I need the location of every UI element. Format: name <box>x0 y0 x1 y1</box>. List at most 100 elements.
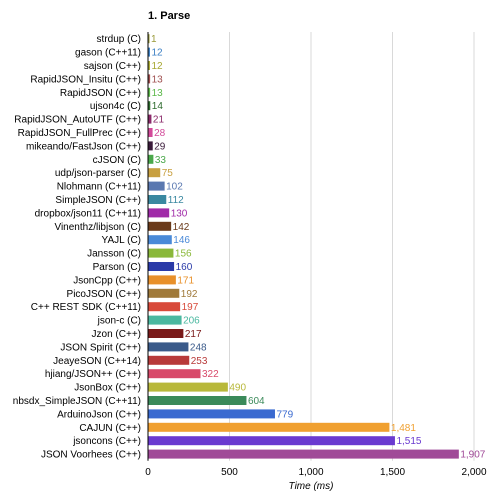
data-label: 160 <box>176 262 193 273</box>
category-label: RapidJSON_AutoUTF (C++) <box>14 115 141 126</box>
bar <box>148 141 153 151</box>
category-label: json-c (C) <box>97 316 141 327</box>
category-label: Nlohmann (C++11) <box>57 182 141 193</box>
bar <box>148 262 175 271</box>
bar <box>148 275 176 285</box>
category-label: Vinenthz/libjson (C) <box>54 222 141 233</box>
x-tick-label: 0 <box>145 467 151 478</box>
x-tick-label: 1,500 <box>380 467 405 478</box>
category-label: gason (C++11) <box>75 48 141 59</box>
bar <box>148 74 151 84</box>
bar <box>148 47 150 57</box>
bar <box>148 101 151 111</box>
bar <box>148 34 150 44</box>
bar <box>148 168 161 178</box>
category-label: PicoJSON (C++) <box>67 289 141 300</box>
bar <box>148 181 165 191</box>
bar <box>148 208 170 218</box>
data-label: 130 <box>171 208 188 219</box>
bar <box>148 369 201 379</box>
bar <box>148 329 184 338</box>
data-label: 217 <box>185 329 202 340</box>
category-label: jsoncons (C++) <box>72 436 141 447</box>
category-label: udp/json-parser (C) <box>55 168 141 179</box>
bar <box>148 409 275 419</box>
bar <box>148 221 172 231</box>
data-label: 197 <box>182 302 199 313</box>
bar <box>148 342 189 352</box>
category-label: strdup (C) <box>97 34 141 45</box>
bar <box>148 396 247 405</box>
category-label: Jansson (C) <box>87 249 141 260</box>
bar <box>148 315 182 325</box>
bar <box>148 302 181 312</box>
bar <box>148 128 153 137</box>
data-label: 490 <box>229 383 246 394</box>
bar <box>148 382 228 392</box>
category-label: cJSON (C) <box>93 155 141 166</box>
data-label: 33 <box>155 155 167 166</box>
data-label: 206 <box>183 316 200 327</box>
data-label: 1,907 <box>460 450 485 461</box>
category-label: CAJUN (C++) <box>79 423 141 434</box>
x-tick-label: 500 <box>221 467 238 478</box>
data-label: 12 <box>151 61 163 72</box>
category-label: RapidJSON_FullPrec (C++) <box>18 128 141 139</box>
bar <box>148 355 190 365</box>
bar <box>148 114 152 124</box>
data-label: 14 <box>152 101 164 112</box>
bar <box>148 235 172 245</box>
data-label: 28 <box>154 128 166 139</box>
category-label: nbsdx_SimpleJSON (C++11) <box>13 396 141 407</box>
category-label: Parson (C) <box>93 262 141 273</box>
category-label: JSON Voorhees (C++) <box>41 450 141 461</box>
category-label: JsonBox (C++) <box>74 383 141 394</box>
data-label: 13 <box>152 88 164 99</box>
category-label: sajson (C++) <box>84 61 141 72</box>
data-label: 1,515 <box>396 436 421 447</box>
x-tick-label: 2,000 <box>461 467 486 478</box>
bar <box>148 449 459 459</box>
category-label: hjiang/JSON++ (C++) <box>45 369 141 380</box>
data-label: 253 <box>191 356 208 367</box>
data-label: 13 <box>152 74 164 85</box>
category-label: C++ REST SDK (C++11) <box>31 302 141 313</box>
data-label: 142 <box>173 222 190 233</box>
x-axis-title: Time (ms) <box>289 481 334 492</box>
category-label: dropbox/json11 (C++11) <box>35 208 141 219</box>
data-label: 248 <box>190 342 207 353</box>
bar <box>148 422 390 432</box>
bar <box>148 248 174 258</box>
data-label: 604 <box>248 396 265 407</box>
data-label: 112 <box>168 195 184 206</box>
data-label: 12 <box>151 48 163 59</box>
data-label: 21 <box>153 115 165 126</box>
bar <box>148 288 180 298</box>
bar <box>148 195 167 204</box>
data-label: 29 <box>154 141 166 152</box>
data-label: 171 <box>177 275 194 286</box>
category-label: ArduinoJson (C++) <box>57 409 141 420</box>
bar <box>148 436 395 446</box>
category-label: JeayeSON (C++14) <box>53 356 141 367</box>
category-label: ujson4c (C) <box>90 101 141 112</box>
data-label: 1,481 <box>391 423 416 434</box>
data-label: 146 <box>173 235 190 246</box>
category-label: SimpleJSON (C++) <box>55 195 141 206</box>
category-label: Jzon (C++) <box>92 329 141 340</box>
category-label: RapidJSON_Insitu (C++) <box>30 74 141 85</box>
x-tick-label: 1,000 <box>298 467 323 478</box>
chart-title: 1. Parse <box>148 10 191 22</box>
category-label: JsonCpp (C++) <box>73 275 141 286</box>
category-label: YAJL (C) <box>102 235 141 246</box>
data-label: 75 <box>162 168 174 179</box>
data-label: 156 <box>175 249 192 260</box>
data-label: 1 <box>151 34 157 45</box>
category-label: JSON Spirit (C++) <box>60 342 141 353</box>
data-label: 102 <box>166 182 183 193</box>
data-label: 779 <box>276 409 293 420</box>
bar <box>148 154 154 164</box>
category-label: RapidJSON (C++) <box>60 88 141 99</box>
